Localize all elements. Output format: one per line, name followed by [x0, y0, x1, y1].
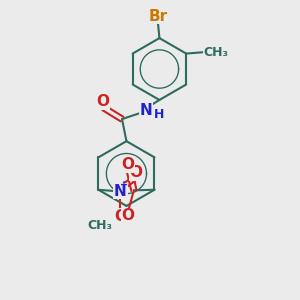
Text: N: N	[114, 184, 127, 199]
Text: O: O	[97, 94, 110, 109]
Text: N: N	[140, 103, 152, 118]
Text: CH₃: CH₃	[88, 219, 112, 232]
Text: +: +	[120, 180, 128, 190]
Text: O: O	[122, 157, 134, 172]
Text: ⁻: ⁻	[125, 211, 132, 224]
Text: CH₃: CH₃	[204, 46, 229, 59]
Text: O: O	[122, 208, 134, 224]
Text: O: O	[130, 166, 142, 181]
Text: H: H	[154, 108, 165, 121]
Text: Br: Br	[148, 8, 167, 23]
Text: O: O	[114, 209, 127, 224]
